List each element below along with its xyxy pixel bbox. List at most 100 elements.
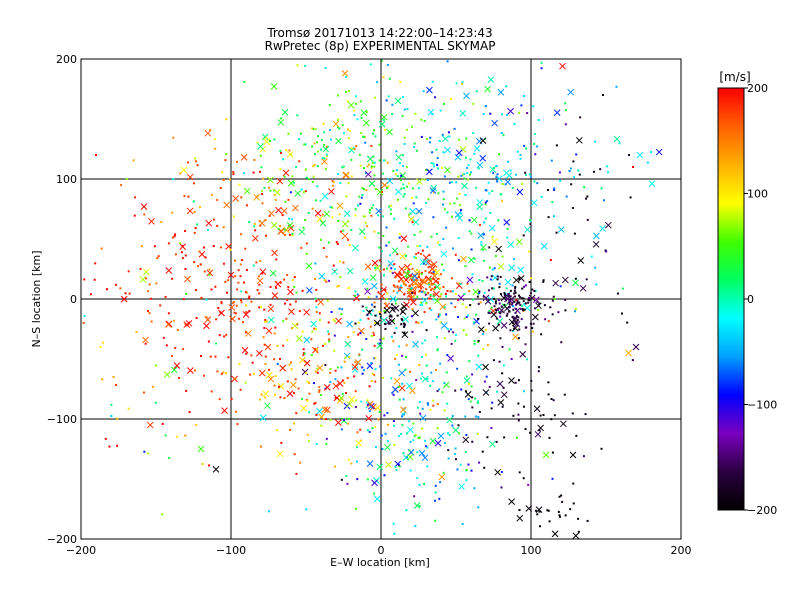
data-point-cross: [346, 400, 353, 408]
data-point-dot: [514, 285, 517, 288]
data-point-dot: [514, 303, 517, 306]
data-point-dot: [327, 333, 330, 336]
data-point-dot: [263, 343, 266, 346]
data-point-cross: [426, 86, 433, 94]
data-point-dot: [293, 453, 296, 456]
data-point-dot: [348, 244, 351, 247]
data-point-dot: [425, 288, 428, 291]
data-point-dot: [315, 413, 318, 416]
data-point-dot: [445, 295, 448, 298]
data-point-dot: [274, 326, 277, 329]
data-point-dot: [607, 171, 610, 174]
data-point-dot: [430, 309, 433, 312]
data-point-cross: [384, 443, 391, 451]
data-point-dot: [284, 200, 287, 203]
data-point-cross: [289, 381, 297, 389]
data-point-dot: [347, 286, 350, 289]
data-point-dot: [467, 314, 470, 317]
data-point-dot: [221, 171, 224, 174]
data-point-dot: [233, 259, 236, 262]
data-point-dot: [466, 166, 469, 169]
data-point-cross: [205, 219, 213, 227]
data-point-dot: [366, 110, 369, 113]
data-point-dot: [285, 149, 288, 152]
data-point-dot: [390, 377, 393, 380]
data-point-dot: [488, 322, 491, 325]
data-point-dot: [108, 445, 111, 448]
data-point-dot: [514, 287, 517, 290]
data-point-dot: [340, 428, 343, 431]
data-point-dot: [405, 266, 408, 269]
data-point-dot: [532, 105, 535, 108]
data-point-dot: [401, 424, 404, 427]
data-point-dot: [522, 309, 525, 312]
data-point-cross: [528, 294, 536, 302]
data-point-dot: [523, 144, 526, 147]
data-point-dot: [432, 272, 435, 275]
data-point-dot: [334, 369, 337, 372]
data-point-dot: [528, 250, 531, 253]
data-point-dot: [279, 168, 282, 171]
data-point-dot: [244, 247, 247, 250]
data-point-dot: [287, 286, 290, 289]
data-point-cross: [460, 255, 467, 263]
data-point-dot: [564, 109, 567, 112]
data-point-cross: [332, 382, 340, 390]
data-point-dot: [357, 204, 360, 207]
data-point-dot: [465, 479, 468, 482]
data-point-dot: [514, 381, 517, 384]
data-point-dot: [135, 331, 138, 334]
data-point-dot: [101, 341, 104, 344]
data-point-dot: [518, 294, 521, 297]
data-point-dot: [456, 197, 459, 200]
data-point-dot: [114, 283, 117, 286]
data-point-dot: [402, 280, 405, 283]
data-point-dot: [465, 390, 468, 393]
data-point-cross: [500, 391, 508, 399]
data-point-dot: [533, 307, 536, 310]
data-point-dot: [210, 390, 213, 393]
data-point-dot: [491, 189, 494, 192]
data-point-dot: [252, 372, 255, 375]
data-point-dot: [290, 361, 293, 364]
data-point-dot: [196, 223, 199, 226]
data-point-dot: [128, 292, 131, 295]
data-point-dot: [509, 289, 512, 292]
data-point-dot: [383, 322, 386, 325]
data-point-dot: [423, 119, 426, 122]
data-point-dot: [409, 212, 412, 215]
data-point-cross: [259, 268, 267, 276]
data-point-dot: [354, 95, 357, 98]
data-point-dot: [446, 60, 449, 63]
data-point-dot: [430, 288, 433, 291]
data-point-dot: [498, 360, 501, 363]
data-point-dot: [547, 320, 550, 323]
data-point-dot: [420, 356, 423, 359]
data-point-dot: [433, 165, 436, 168]
data-point-dot: [491, 287, 494, 290]
data-point-dot: [145, 277, 148, 280]
data-point-dot: [525, 358, 528, 361]
data-point-dot: [337, 284, 340, 287]
data-point-cross: [348, 146, 355, 154]
data-point-dot: [494, 302, 497, 305]
data-point-dot: [125, 178, 128, 181]
data-point-cross: [438, 473, 446, 481]
data-point-dot: [100, 247, 103, 250]
data-point-dot: [465, 433, 468, 436]
data-point-dot: [454, 389, 457, 392]
data-point-dot: [304, 64, 307, 67]
data-point-dot: [193, 369, 196, 372]
data-point-cross: [180, 166, 188, 174]
data-point-dot: [521, 182, 524, 185]
data-point-dot: [356, 431, 359, 434]
data-point-dot: [514, 295, 517, 298]
data-point-dot: [245, 268, 248, 271]
data-point-dot: [375, 314, 378, 317]
data-point-dot: [167, 242, 170, 245]
data-point-cross: [269, 269, 277, 277]
data-point-cross: [514, 307, 521, 314]
data-point-cross: [186, 173, 194, 181]
data-point-dot: [361, 348, 364, 351]
data-point-dot: [394, 285, 397, 288]
